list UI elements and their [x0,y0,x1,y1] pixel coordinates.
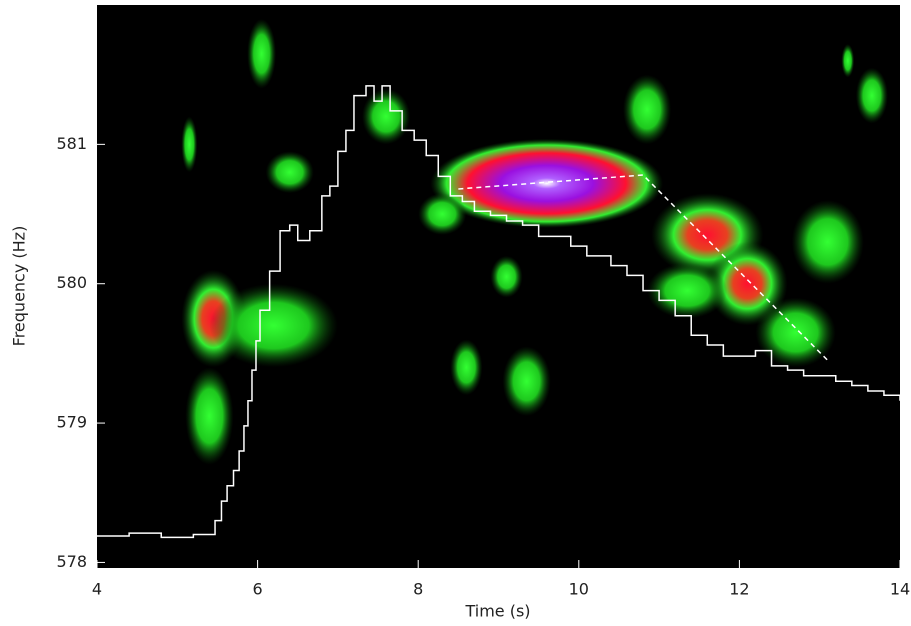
y-tick-label: 580 [56,273,87,292]
power-contour [181,116,197,172]
power-contour [418,193,466,235]
x-tick-label: 6 [253,580,263,599]
x-tick-label: 8 [413,580,423,599]
power-contour [792,200,864,284]
x-tick-label: 10 [569,580,589,599]
power-contour [266,151,314,193]
x-tick-label: 14 [890,580,910,599]
power-contour [623,75,671,145]
power-contour [841,44,854,77]
chart: 4 6 8 10 12 14 578 579 580 581 Time (s) Frequency… [0,0,911,626]
x-tick-label: 12 [729,580,749,599]
power-contour [209,284,337,368]
x-tick-label: 4 [92,580,102,599]
x-axis-label: Time (s) [464,602,530,621]
power-contour [856,68,888,124]
y-tick-label: 579 [56,413,87,432]
power-contour [503,346,551,416]
y-tick-label: 581 [56,134,87,153]
y-axis-label: Frequency (Hz) [10,226,29,347]
power-contour [490,256,522,298]
power-contour [247,19,276,89]
power-contour [362,89,410,145]
y-tick-label: 578 [56,552,87,571]
power-contour [450,339,482,395]
power-contour [185,367,233,465]
